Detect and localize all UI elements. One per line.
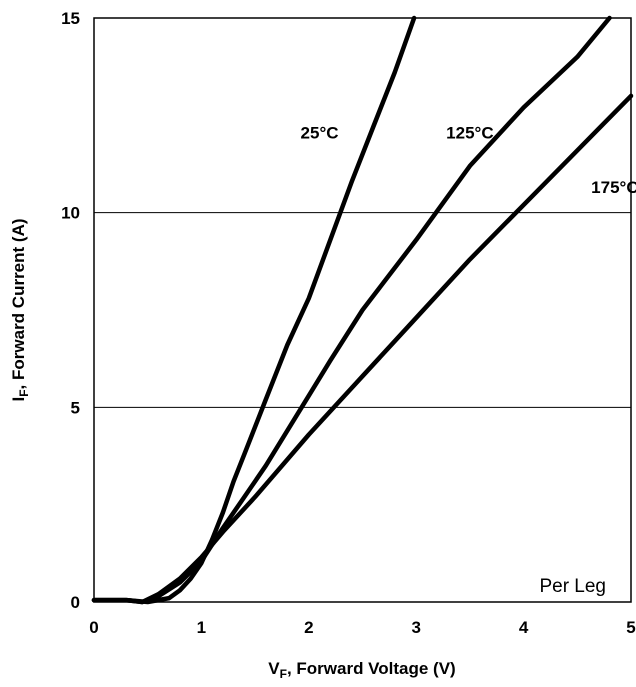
x-tick-label: 4 [519,618,529,637]
tick-labels: 0 1 2 3 4 5 0 5 10 15 [61,9,636,637]
series-line-175c [91,93,634,605]
x-tick-label: 5 [626,618,635,637]
series-labels: 25°C 125°C 175°C [301,124,636,198]
y-tick-label: 0 [71,593,80,612]
plot-frame [93,17,632,603]
x-axis-label-rest: , Forward Voltage (V) [287,659,456,678]
y-axis-label-sub: F [17,389,31,396]
curves [91,15,634,605]
series-label-25c: 25°C [301,124,339,143]
gridlines [94,212,631,408]
y-axis-label: IF, Forward Current (A) [9,218,31,401]
x-tick-label: 1 [197,618,206,637]
y-tick-label: 10 [61,204,80,223]
x-axis-label-main: V [268,659,280,678]
x-tick-label: 0 [89,618,98,637]
y-tick-label: 5 [71,398,80,417]
series-line-25c [91,15,417,605]
y-axis-label-rest: , Forward Current (A) [9,218,28,389]
series-line-125c [91,15,612,605]
x-tick-label: 2 [304,618,313,637]
x-axis-label-sub: F [280,667,287,681]
series-label-125c: 125°C [446,124,493,143]
per-leg-annotation: Per Leg [539,576,606,597]
series-label-175c: 175°C [591,178,636,197]
x-axis-label: VF, Forward Voltage (V) [268,659,455,681]
y-axis-label-main: I [9,397,28,402]
y-tick-label: 15 [61,9,80,28]
x-tick-label: 3 [411,618,420,637]
